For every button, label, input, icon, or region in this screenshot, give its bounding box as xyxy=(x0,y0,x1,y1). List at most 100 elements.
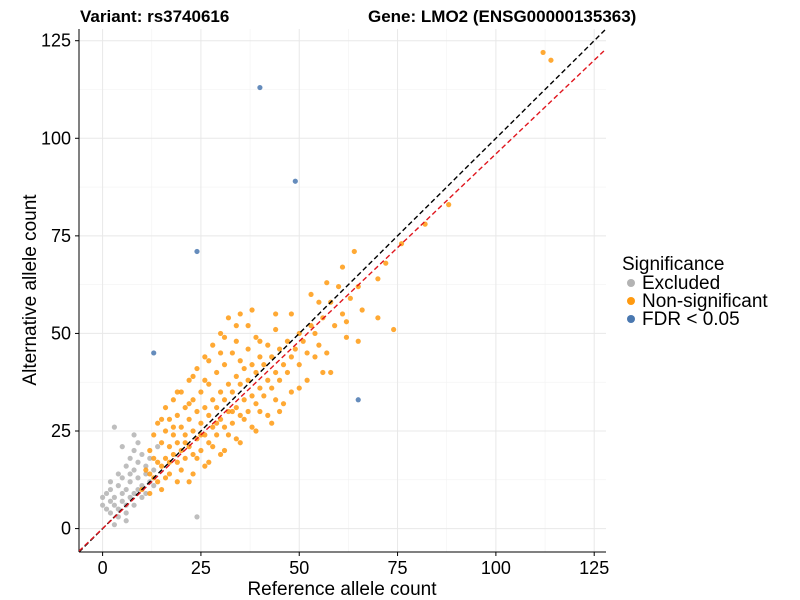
point-non-significant xyxy=(328,369,334,376)
point-non-significant xyxy=(233,373,239,379)
point-non-significant xyxy=(312,354,318,360)
legend-swatch-fdr xyxy=(627,315,635,323)
point-non-significant xyxy=(147,490,153,497)
point-excluded xyxy=(123,518,129,524)
point-excluded xyxy=(131,447,137,454)
point-excluded xyxy=(119,475,125,481)
point-non-significant xyxy=(237,412,243,418)
x-tick-label: 125 xyxy=(579,558,609,578)
x-tick-label: 75 xyxy=(388,558,408,578)
point-non-significant xyxy=(548,57,554,63)
point-excluded xyxy=(111,494,117,500)
point-excluded xyxy=(139,451,145,458)
point-non-significant xyxy=(143,467,149,473)
point-non-significant xyxy=(151,455,157,461)
point-non-significant xyxy=(253,334,259,340)
point-non-significant xyxy=(233,436,239,442)
point-non-significant xyxy=(194,408,200,415)
legend-title: Significance xyxy=(622,254,724,275)
point-non-significant xyxy=(214,404,220,411)
point-non-significant xyxy=(253,369,259,376)
x-tick-label: 25 xyxy=(191,558,211,578)
point-non-significant xyxy=(241,416,247,422)
point-non-significant xyxy=(312,330,318,337)
point-fdr-0-05 xyxy=(257,84,263,91)
point-non-significant xyxy=(182,455,188,461)
point-non-significant xyxy=(190,471,196,477)
point-non-significant xyxy=(170,432,176,438)
point-non-significant xyxy=(273,369,279,376)
point-non-significant xyxy=(155,420,161,426)
point-excluded xyxy=(115,506,121,512)
point-non-significant xyxy=(198,389,204,395)
point-non-significant xyxy=(304,377,310,383)
y-tick-label: 125 xyxy=(41,31,71,51)
point-non-significant xyxy=(182,440,188,446)
point-non-significant xyxy=(343,334,350,340)
point-non-significant xyxy=(249,393,255,399)
point-non-significant xyxy=(308,323,314,329)
point-non-significant xyxy=(198,447,204,454)
point-non-significant xyxy=(253,401,259,407)
point-non-significant xyxy=(174,412,180,418)
x-tick-label: 100 xyxy=(481,558,511,578)
point-non-significant xyxy=(206,440,212,446)
point-excluded xyxy=(127,471,133,477)
point-non-significant xyxy=(186,479,192,485)
point-non-significant xyxy=(158,463,165,469)
point-non-significant xyxy=(269,420,275,426)
point-non-significant xyxy=(280,401,287,407)
point-non-significant xyxy=(237,358,243,364)
point-non-significant xyxy=(190,451,196,458)
point-non-significant xyxy=(540,49,546,56)
point-non-significant xyxy=(147,471,153,477)
point-non-significant xyxy=(284,369,291,376)
point-non-significant xyxy=(155,479,161,485)
point-non-significant xyxy=(147,447,153,454)
point-non-significant xyxy=(206,358,212,364)
point-non-significant xyxy=(237,311,243,317)
point-non-significant xyxy=(229,389,235,395)
point-non-significant xyxy=(241,397,247,403)
point-non-significant xyxy=(249,424,255,430)
point-excluded xyxy=(115,471,121,477)
point-excluded xyxy=(111,502,117,508)
point-non-significant xyxy=(198,420,204,426)
point-non-significant xyxy=(190,397,196,403)
point-non-significant xyxy=(174,459,180,465)
point-non-significant xyxy=(233,404,239,411)
point-excluded xyxy=(147,455,153,461)
point-non-significant xyxy=(214,432,220,438)
point-non-significant xyxy=(288,311,294,317)
point-non-significant xyxy=(170,397,176,403)
point-non-significant xyxy=(257,338,263,344)
legend-label-fdr: FDR < 0.05 xyxy=(642,309,740,330)
point-fdr-0-05 xyxy=(151,350,157,356)
point-non-significant xyxy=(335,283,342,290)
y-tick-label: 0 xyxy=(61,519,71,539)
tick-labels: 0 25 50 75 100 125 0 25 50 75 100 125 xyxy=(41,31,609,578)
point-non-significant xyxy=(332,323,338,329)
point-non-significant xyxy=(210,424,216,430)
point-non-significant xyxy=(190,428,196,434)
point-excluded xyxy=(99,502,106,508)
point-non-significant xyxy=(257,408,263,415)
point-non-significant xyxy=(202,354,208,360)
point-non-significant xyxy=(178,389,184,395)
point-excluded xyxy=(139,483,145,489)
y-tick-label: 25 xyxy=(51,421,71,441)
point-non-significant xyxy=(178,424,184,430)
point-fdr-0-05 xyxy=(292,178,298,184)
point-non-significant xyxy=(300,338,306,344)
point-non-significant xyxy=(210,342,216,348)
point-non-significant xyxy=(261,362,267,368)
point-excluded xyxy=(127,455,133,461)
point-non-significant xyxy=(182,404,188,411)
point-non-significant xyxy=(158,440,165,446)
point-non-significant xyxy=(276,408,283,415)
point-non-significant xyxy=(237,440,243,446)
point-non-significant xyxy=(155,459,161,465)
x-axis-title: Reference allele count xyxy=(247,579,437,600)
chart-title-variant: Variant: rs3740616 xyxy=(80,7,229,26)
